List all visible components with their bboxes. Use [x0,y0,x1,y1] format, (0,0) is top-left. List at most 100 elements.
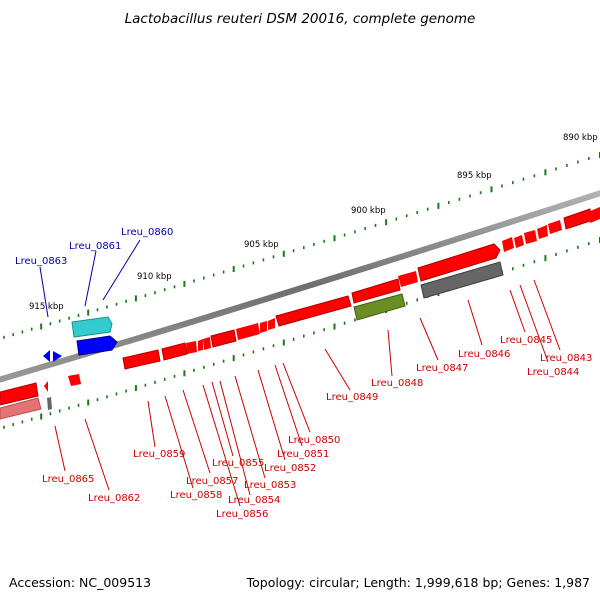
leader-lines-blue [39,239,141,318]
minor-tick [106,395,108,399]
minor-tick [354,230,356,234]
gene-label: Lreu_0863 [15,256,67,267]
gene-label: Lreu_0859 [133,449,185,460]
scale-tick-label: 890 kbp [563,133,598,143]
gene-lreu-0862[interactable] [68,374,81,386]
minor-tick [405,214,408,218]
minor-tick [21,420,24,424]
outer-scale-ring [3,152,600,339]
gene-lreu-0845[interactable] [524,220,562,244]
minor-tick [193,279,195,283]
minor-tick [49,322,52,326]
major-tick [544,169,547,176]
accession-text: Accession: NC_009513 [9,575,151,590]
gene-lreu-0846[interactable] [502,235,524,252]
minor-tick [173,285,176,289]
major-tick [333,323,336,330]
minor-tick [588,157,590,160]
minor-tick [77,313,80,317]
gene-lreu-0861[interactable] [71,316,113,338]
gene-label: Lreu_0855 [212,458,264,469]
major-tick [282,250,285,257]
gene-lreu-0847[interactable] [417,243,501,282]
gene-label: Lreu_0850 [288,435,340,446]
gene-lreu-0854[interactable] [203,337,211,350]
gene-lreu-0865[interactable] [0,382,39,406]
minor-tick [212,273,215,277]
minor-tick [272,255,275,259]
scale-tick-label: 910 kbp [137,272,172,282]
major-tick [437,202,440,209]
gene-label: Lreu_0862 [88,493,140,504]
minor-tick [458,197,461,201]
gene-lreu-0857[interactable] [186,341,197,354]
major-tick [40,323,43,330]
gene-lreu-0849[interactable] [351,278,401,304]
minor-tick [193,368,195,372]
minor-tick [262,258,265,262]
major-tick [490,186,493,193]
minor-tick [313,242,315,246]
minor-tick [30,417,33,421]
gene-label: Lreu_0858 [170,490,222,501]
gene-lreu-0858[interactable] [161,342,188,361]
gene-lreu-0859[interactable] [122,349,161,370]
major-tick [232,266,235,272]
gene-label: Lreu_0861 [69,241,121,252]
gene-lreu-0843[interactable] [563,208,591,230]
gene-label: Lreu_0846 [458,349,510,360]
minor-tick [479,191,482,195]
genome-backbone [0,190,600,383]
major-tick [232,355,235,362]
gene-lreu-0844[interactable] [588,207,600,223]
gene-label: Lreu_0860 [121,227,173,238]
minor-tick [577,245,579,249]
minor-tick [323,328,325,332]
feature-track [353,261,504,321]
scale-tick-label: 905 kbp [244,240,279,250]
minor-tick [154,291,156,295]
major-tick [134,295,137,302]
gene-lreu-0853[interactable] [210,329,237,348]
minor-tick [144,294,147,298]
map-title: Lactobacillus reuteri DSM 20016, complet… [125,11,476,27]
gene-label: Lreu_0847 [416,363,468,374]
major-tick [40,413,43,420]
gene-olive[interactable] [353,293,406,321]
major-tick [134,385,137,392]
minor-tick [242,264,245,268]
gene-gray-marker[interactable] [47,397,52,410]
gene-lreu-0848[interactable] [398,271,418,287]
minor-tick [222,359,225,363]
gene-gray[interactable] [420,261,504,299]
gene-lreu-0850[interactable] [275,295,352,327]
gene-lreu-0860[interactable] [76,335,118,356]
gene-lreu-0851[interactable] [260,318,275,333]
minor-tick [566,163,568,167]
gene-lreu-0852[interactable] [236,323,260,340]
minor-tick [522,177,525,181]
gene-label: Lreu_0853 [244,480,296,491]
minor-tick [303,334,305,338]
minor-tick [416,211,418,214]
gene-label: Lreu_0865 [42,474,94,485]
minor-tick [68,316,70,320]
minor-tick [125,299,127,303]
gene-label: Lreu_0851 [277,449,329,460]
minor-tick [3,425,5,429]
minor-tick [12,333,14,337]
gene-lreu-0864[interactable] [0,397,42,420]
gene-label: Lreu_0856 [216,509,268,520]
minor-tick [374,223,377,227]
gene-lreu-0863[interactable] [43,350,62,362]
gene-label: Lreu_0854 [228,495,280,506]
minor-tick [125,389,127,393]
minor-tick [426,207,429,211]
gene-small-red-marker[interactable] [44,381,48,392]
major-tick [333,235,336,242]
gene-lreu-0855[interactable] [198,339,203,351]
minor-tick [416,298,418,302]
minor-tick [222,270,225,274]
minor-tick [343,233,346,237]
